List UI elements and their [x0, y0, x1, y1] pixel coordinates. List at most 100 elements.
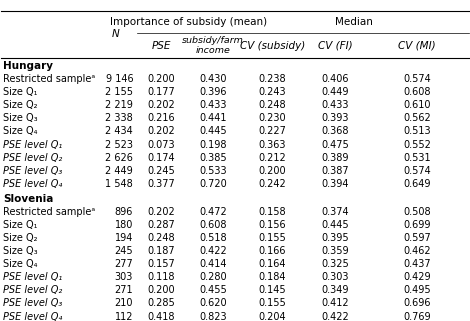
- Text: 0.823: 0.823: [199, 312, 227, 321]
- Text: 0.073: 0.073: [148, 140, 175, 150]
- Text: PSE level Q₄: PSE level Q₄: [3, 179, 63, 189]
- Text: 0.363: 0.363: [258, 140, 286, 150]
- Text: Size Q₃: Size Q₃: [3, 246, 38, 256]
- Text: 0.720: 0.720: [199, 179, 227, 189]
- Text: Size Q₂: Size Q₂: [3, 233, 38, 243]
- Text: Restricted sampleᵃ: Restricted sampleᵃ: [3, 207, 95, 217]
- Text: 0.574: 0.574: [403, 74, 431, 84]
- Text: 2 626: 2 626: [105, 153, 133, 163]
- Text: CV (FI): CV (FI): [318, 40, 353, 51]
- Text: 0.385: 0.385: [199, 153, 227, 163]
- Text: 0.202: 0.202: [148, 207, 175, 217]
- Text: 0.145: 0.145: [258, 285, 286, 295]
- Text: Importance of subsidy (mean): Importance of subsidy (mean): [110, 17, 267, 27]
- Text: 2 338: 2 338: [105, 113, 133, 123]
- Text: Size Q₂: Size Q₂: [3, 100, 38, 110]
- Text: 2 449: 2 449: [105, 166, 133, 176]
- Text: 0.230: 0.230: [258, 113, 286, 123]
- Text: 0.198: 0.198: [199, 140, 227, 150]
- Text: 0.608: 0.608: [199, 220, 227, 230]
- Text: 0.418: 0.418: [148, 312, 175, 321]
- Text: 0.552: 0.552: [403, 140, 431, 150]
- Text: 0.245: 0.245: [148, 166, 175, 176]
- Text: 0.166: 0.166: [258, 246, 286, 256]
- Text: 0.204: 0.204: [258, 312, 286, 321]
- Text: 2 523: 2 523: [105, 140, 133, 150]
- Text: 0.422: 0.422: [321, 312, 349, 321]
- Text: 0.472: 0.472: [199, 207, 227, 217]
- Text: Size Q₁: Size Q₁: [3, 87, 38, 97]
- Text: CV (MI): CV (MI): [399, 40, 436, 51]
- Text: 271: 271: [115, 285, 133, 295]
- Text: 0.449: 0.449: [321, 87, 349, 97]
- Text: 0.238: 0.238: [258, 74, 286, 84]
- Text: 0.156: 0.156: [258, 220, 286, 230]
- Text: 0.608: 0.608: [403, 87, 431, 97]
- Text: 0.184: 0.184: [258, 272, 286, 282]
- Text: subsidy/farm
income: subsidy/farm income: [182, 36, 244, 55]
- Text: 0.475: 0.475: [321, 140, 349, 150]
- Text: 0.389: 0.389: [321, 153, 349, 163]
- Text: 0.155: 0.155: [258, 233, 286, 243]
- Text: 0.412: 0.412: [321, 299, 349, 308]
- Text: 0.433: 0.433: [199, 100, 227, 110]
- Text: 0.387: 0.387: [321, 166, 349, 176]
- Text: 0.562: 0.562: [403, 113, 431, 123]
- Text: 0.243: 0.243: [258, 87, 286, 97]
- Text: 0.164: 0.164: [258, 259, 286, 269]
- Text: 0.227: 0.227: [258, 126, 286, 136]
- Text: Size Q₃: Size Q₃: [3, 113, 38, 123]
- Text: 0.445: 0.445: [321, 220, 349, 230]
- Text: 0.359: 0.359: [321, 246, 349, 256]
- Text: 0.212: 0.212: [258, 153, 286, 163]
- Text: Restricted sampleᵃ: Restricted sampleᵃ: [3, 74, 95, 84]
- Text: Slovenia: Slovenia: [3, 194, 54, 204]
- Text: 303: 303: [115, 272, 133, 282]
- Text: 0.187: 0.187: [148, 246, 175, 256]
- Text: 0.395: 0.395: [321, 233, 349, 243]
- Text: 0.441: 0.441: [199, 113, 227, 123]
- Text: 0.430: 0.430: [199, 74, 227, 84]
- Text: Median: Median: [335, 17, 373, 27]
- Text: PSE level Q₃: PSE level Q₃: [3, 166, 63, 176]
- Text: 0.531: 0.531: [403, 153, 431, 163]
- Text: 0.118: 0.118: [148, 272, 175, 282]
- Text: 0.155: 0.155: [258, 299, 286, 308]
- Text: 0.202: 0.202: [148, 126, 175, 136]
- Text: 0.280: 0.280: [199, 272, 227, 282]
- Text: 0.374: 0.374: [321, 207, 349, 217]
- Text: 0.445: 0.445: [199, 126, 227, 136]
- Text: 0.200: 0.200: [148, 74, 175, 84]
- Text: 194: 194: [115, 233, 133, 243]
- Text: 0.533: 0.533: [199, 166, 227, 176]
- Text: 0.287: 0.287: [148, 220, 175, 230]
- Text: 0.406: 0.406: [321, 74, 349, 84]
- Text: PSE level Q₂: PSE level Q₂: [3, 153, 63, 163]
- Text: 0.394: 0.394: [321, 179, 349, 189]
- Text: 0.368: 0.368: [321, 126, 349, 136]
- Text: 0.216: 0.216: [148, 113, 175, 123]
- Text: 277: 277: [114, 259, 133, 269]
- Text: PSE level Q₁: PSE level Q₁: [3, 272, 63, 282]
- Text: 9 146: 9 146: [106, 74, 133, 84]
- Text: CV (subsidy): CV (subsidy): [240, 40, 305, 51]
- Text: 0.349: 0.349: [321, 285, 349, 295]
- Text: Hungary: Hungary: [3, 61, 53, 71]
- Text: 0.396: 0.396: [199, 87, 227, 97]
- Text: 0.610: 0.610: [403, 100, 431, 110]
- Text: PSE level Q₁: PSE level Q₁: [3, 140, 63, 150]
- Text: 0.513: 0.513: [403, 126, 431, 136]
- Text: 0.393: 0.393: [321, 113, 349, 123]
- Text: 2 434: 2 434: [105, 126, 133, 136]
- Text: 0.248: 0.248: [258, 100, 286, 110]
- Text: 896: 896: [115, 207, 133, 217]
- Text: 0.455: 0.455: [199, 285, 227, 295]
- Text: 0.303: 0.303: [321, 272, 349, 282]
- Text: 245: 245: [115, 246, 133, 256]
- Text: 0.699: 0.699: [403, 220, 431, 230]
- Text: 0.377: 0.377: [148, 179, 175, 189]
- Text: 180: 180: [115, 220, 133, 230]
- Text: 0.495: 0.495: [403, 285, 431, 295]
- Text: Size Q₄: Size Q₄: [3, 259, 38, 269]
- Text: 0.200: 0.200: [148, 285, 175, 295]
